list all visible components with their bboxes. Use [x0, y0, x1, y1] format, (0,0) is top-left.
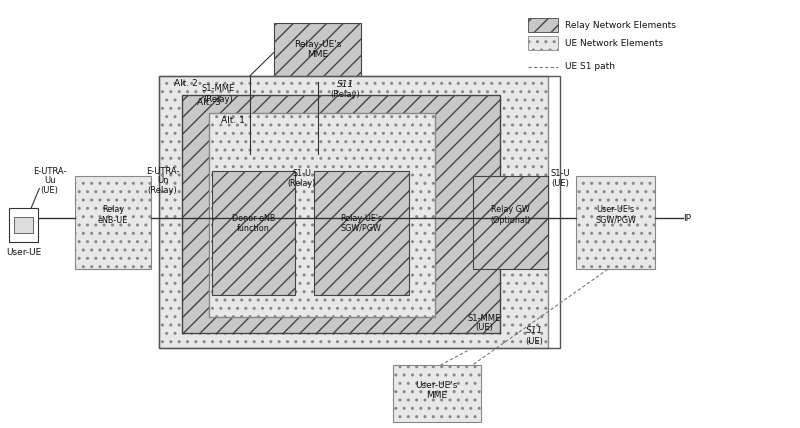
Text: Donor eNB
function: Donor eNB function: [232, 214, 275, 233]
Text: User-UE's
MME: User-UE's MME: [416, 381, 458, 401]
Bar: [75, 176, 150, 269]
Text: (Relay): (Relay): [148, 186, 178, 195]
Text: (UE): (UE): [476, 323, 494, 332]
Text: S1-U: S1-U: [292, 169, 311, 178]
Text: UE Network Elements: UE Network Elements: [565, 39, 663, 48]
Text: S1-U: S1-U: [550, 169, 570, 178]
Text: S11: S11: [526, 327, 543, 336]
Text: (UE): (UE): [41, 186, 58, 195]
Text: S1-MME: S1-MME: [468, 314, 501, 323]
Text: E-UTRA-: E-UTRA-: [146, 167, 179, 176]
Text: Alt. 1: Alt. 1: [221, 116, 245, 125]
Text: Uu: Uu: [44, 176, 55, 185]
Text: Alt. 2: Alt. 2: [174, 79, 198, 88]
Text: (Relay): (Relay): [330, 89, 360, 98]
Bar: [393, 365, 481, 422]
Text: Relay GW
(Optional): Relay GW (Optional): [490, 205, 530, 225]
Text: Alt. 3: Alt. 3: [197, 98, 221, 107]
Text: (Relay): (Relay): [203, 95, 233, 104]
Text: (Relay): (Relay): [287, 179, 316, 188]
Text: User-UE's
SGW/PGW: User-UE's SGW/PGW: [595, 205, 636, 225]
Bar: [209, 113, 435, 317]
Text: S11: S11: [337, 80, 354, 89]
Text: IP: IP: [683, 214, 691, 223]
Text: Relay Network Elements: Relay Network Elements: [565, 21, 676, 30]
Bar: [274, 23, 362, 82]
Text: UE S1 path: UE S1 path: [565, 62, 615, 71]
Text: Relay
eNB-UE: Relay eNB-UE: [98, 205, 128, 225]
Text: (UE): (UE): [526, 337, 543, 346]
Bar: [9, 208, 38, 242]
Text: E-UTRA-: E-UTRA-: [33, 167, 66, 176]
Text: S1-MME: S1-MME: [202, 84, 235, 93]
Text: Relay-UE's
MME: Relay-UE's MME: [294, 40, 342, 59]
Bar: [212, 172, 295, 295]
Text: (UE): (UE): [551, 179, 569, 188]
Bar: [314, 172, 409, 295]
Bar: [182, 95, 501, 333]
Bar: [14, 217, 33, 233]
Bar: [528, 36, 558, 50]
Bar: [158, 76, 560, 348]
Text: Un: Un: [157, 176, 168, 185]
Text: Relay-UE's
SGW/PGW: Relay-UE's SGW/PGW: [340, 214, 382, 233]
Bar: [473, 176, 548, 269]
Text: User-UE: User-UE: [6, 248, 41, 257]
Bar: [576, 176, 655, 269]
Bar: [528, 18, 558, 32]
Bar: [158, 76, 548, 348]
